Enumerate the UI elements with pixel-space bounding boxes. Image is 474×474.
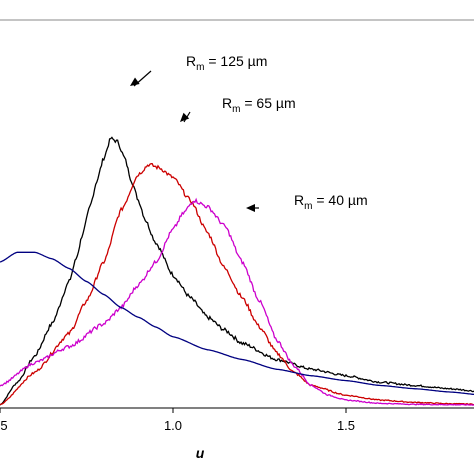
annotation-label-rest: = 125 µm [204,53,267,69]
annotation-label-subscript: m [232,104,240,115]
series-line-0 [0,136,474,406]
annotation-2: Rm = 40 µm [246,192,368,212]
annotation-1: Rm = 65 µm [180,95,296,123]
annotation-label-subscript: m [304,201,312,212]
annotation-label-main: R [222,95,232,111]
x-tick-label: 1.5 [337,418,355,433]
annotation-label-subscript: m [196,62,204,73]
series-line-2 [0,197,474,406]
annotation-label-rest: = 40 µm [312,192,367,208]
series-line-3 [0,251,474,396]
x-axis: 5 1.0 1.5 [0,407,474,433]
annotation-arrow-head [130,77,140,86]
series-line-1 [0,163,474,406]
annotation-arrow-head [246,204,255,212]
x-axis-title: u [196,445,205,461]
x-tick-label: 1.0 [164,418,182,433]
x-tick-label: 5 [0,418,7,433]
annotation-label: Rm = 40 µm [294,192,368,212]
annotation-label-main: R [186,53,196,69]
annotation-label: Rm = 125 µm [186,53,267,73]
annotation-arrow-head [180,112,190,122]
annotation-label: Rm = 65 µm [222,95,296,115]
series-layer [0,136,474,406]
annotation-label-main: R [294,192,304,208]
annotation-label-rest: = 65 µm [240,95,295,111]
annotation-0: Rm = 125 µm [130,53,267,87]
